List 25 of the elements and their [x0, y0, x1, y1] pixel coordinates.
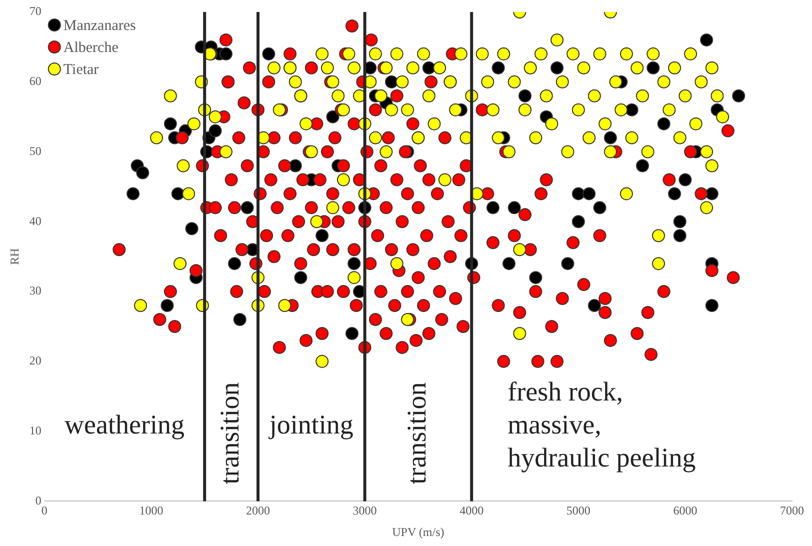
legend-label: Alberche — [63, 40, 119, 56]
x-tick-label: 4000 — [460, 504, 484, 518]
y-tick-label: 70 — [29, 4, 42, 18]
x-tick-label: 6000 — [673, 504, 698, 518]
legend-label: Manzanares — [63, 18, 136, 34]
y-tick-label: 40 — [29, 214, 42, 228]
x-axis-title: UPV (m/s) — [392, 524, 444, 539]
x-tick-label: 2000 — [246, 504, 270, 518]
x-tick-label: 7000 — [780, 504, 804, 518]
x-tick-label: 3000 — [352, 504, 377, 518]
annotation: weathering — [64, 409, 184, 440]
annotation: fresh rock, massive, hydraulic peeling — [508, 376, 696, 472]
y-tick-label: 30 — [29, 284, 42, 298]
y-axis-title: RH — [7, 248, 22, 265]
y-tick-label: 50 — [29, 144, 42, 158]
y-tick-label: 10 — [29, 423, 42, 438]
y-tick-label: 60 — [29, 74, 42, 88]
annotation: transition — [401, 382, 432, 484]
x-tick-label: 5000 — [566, 504, 590, 518]
y-tick-label: 20 — [29, 354, 42, 368]
annotation: jointing — [268, 409, 354, 440]
annotation: transition — [214, 382, 244, 484]
x-tick-label: 1000 — [139, 504, 164, 518]
y-tick-label: 0 — [35, 493, 42, 508]
legend-label: Tietar — [63, 62, 99, 78]
